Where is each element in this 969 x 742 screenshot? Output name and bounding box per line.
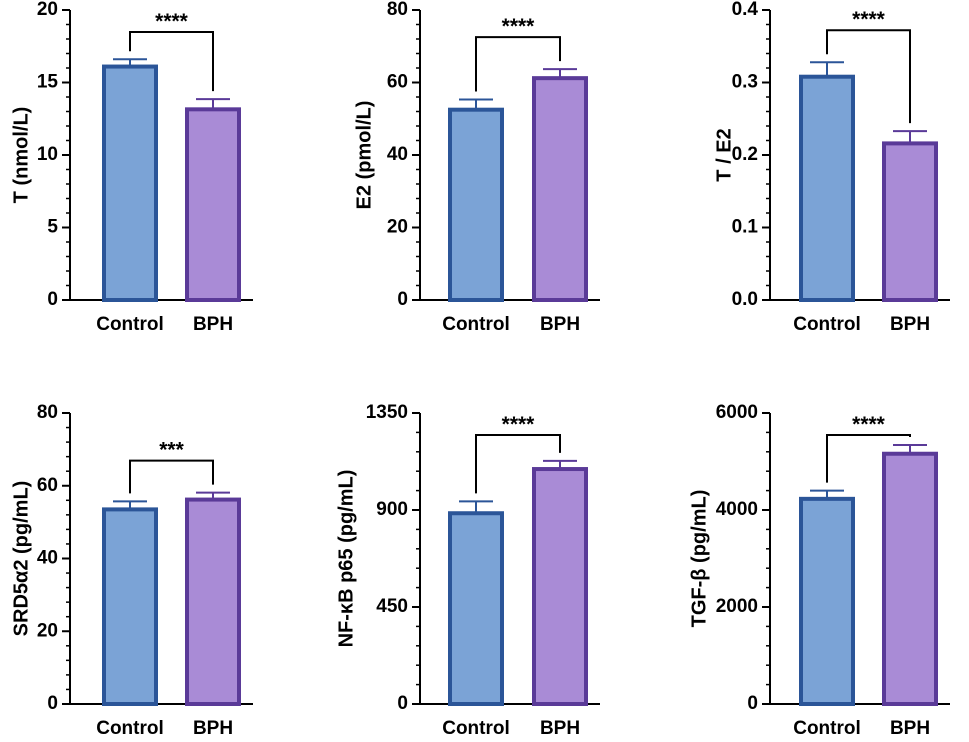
bar-control	[799, 496, 855, 706]
x-category-label: BPH	[193, 314, 233, 335]
bar-bph	[532, 467, 588, 706]
x-category-label: BPH	[540, 718, 580, 739]
y-tick-label: 0	[397, 693, 408, 714]
y-tick-label: 900	[376, 499, 408, 520]
significance-bracket	[826, 434, 911, 483]
significance-bracket	[129, 459, 214, 494]
significance-label: ****	[852, 8, 886, 31]
bar-control	[448, 107, 504, 302]
y-tick-label: 80	[387, 0, 408, 20]
y-tick-label: 0.3	[732, 72, 758, 93]
y-tick-label: 20	[37, 0, 58, 20]
chart-panel-6: TGF-β (pg/mL) 0 2000 4000 6000 Control BPH ****	[688, 402, 950, 739]
y-tick-label: 0	[47, 693, 58, 714]
y-tick-label: 60	[37, 475, 58, 496]
y-tick-label: 6000	[716, 402, 758, 423]
y-tick-label: 0.4	[732, 0, 759, 20]
chart-panel-3: T / E2 0.0 0.1 0.2 0.3 0.4 Control BPH ****	[713, 0, 950, 335]
y-tick-label: 80	[37, 402, 58, 423]
significance-label: ***	[159, 439, 184, 462]
y-tick-label: 40	[387, 144, 408, 165]
bar-control	[102, 507, 158, 706]
bar-bph	[185, 497, 241, 707]
y-axis-label: E2 (pmol/L)	[353, 101, 375, 210]
y-tick-label: 20	[387, 217, 408, 238]
y-tick-label: 4000	[716, 499, 758, 520]
y-tick-label: 10	[37, 144, 58, 165]
chart-panel-1: T (nmol/L) 0 5 10 15 20 Control BPH ****	[10, 0, 253, 335]
bar-control	[448, 511, 504, 706]
y-axis-label: T / E2	[713, 128, 735, 181]
significance-bracket	[826, 29, 911, 124]
y-tick-label: 2000	[716, 596, 758, 617]
chart-panel-4: SRD5α2 (pg/mL) 0 20 40 60 80 Control BPH ***	[10, 402, 253, 739]
chart-panel-5: NF-κB p65 (pg/mL) 0 450 900 1350 Control BPH **…	[335, 402, 600, 739]
bar-control	[799, 74, 855, 302]
y-tick-label: 0.2	[732, 144, 758, 165]
y-tick-label: 0	[747, 693, 758, 714]
x-category-label: BPH	[890, 314, 930, 335]
y-tick-label: 0.0	[732, 289, 758, 310]
y-axis-label: NF-κB p65 (pg/mL)	[335, 470, 357, 648]
x-category-label: Control	[442, 314, 510, 335]
y-tick-label: 60	[387, 72, 408, 93]
x-category-label: Control	[96, 718, 164, 739]
x-category-label: BPH	[890, 718, 930, 739]
y-tick-label: 1350	[366, 402, 408, 423]
significance-label: ****	[502, 413, 536, 436]
y-axis-label: SRD5α2 (pg/mL)	[10, 481, 32, 637]
y-tick-label: 450	[376, 596, 408, 617]
bar-bph	[185, 107, 241, 302]
x-category-label: BPH	[193, 718, 233, 739]
y-tick-label: 20	[37, 620, 58, 641]
y-tick-label: 0	[397, 289, 408, 310]
y-tick-label: 15	[37, 72, 59, 93]
y-tick-label: 40	[37, 548, 58, 569]
significance-bracket	[475, 434, 561, 494]
y-tick-label: 0	[47, 289, 58, 310]
y-tick-label: 0.1	[732, 217, 759, 238]
chart-panel-2: E2 (pmol/L) 0 20 40 60 80 Control BPH ****	[353, 0, 600, 335]
y-axis-label: T (nmol/L)	[10, 107, 32, 204]
y-axis-label: TGF-β (pg/mL)	[688, 490, 710, 628]
x-category-label: Control	[793, 718, 861, 739]
x-category-label: Control	[442, 718, 510, 739]
bar-bph	[532, 76, 588, 303]
y-tick-label: 5	[47, 217, 58, 238]
significance-bracket	[129, 31, 214, 92]
significance-label: ****	[502, 15, 536, 38]
x-category-label: Control	[793, 314, 861, 335]
significance-bracket	[475, 36, 561, 92]
significance-label: ****	[852, 413, 886, 436]
bar-bph	[882, 451, 938, 706]
significance-label: ****	[155, 10, 189, 33]
bar-control	[102, 64, 158, 302]
bar-bph	[882, 141, 938, 302]
x-category-label: BPH	[540, 314, 580, 335]
x-category-label: Control	[96, 314, 164, 335]
